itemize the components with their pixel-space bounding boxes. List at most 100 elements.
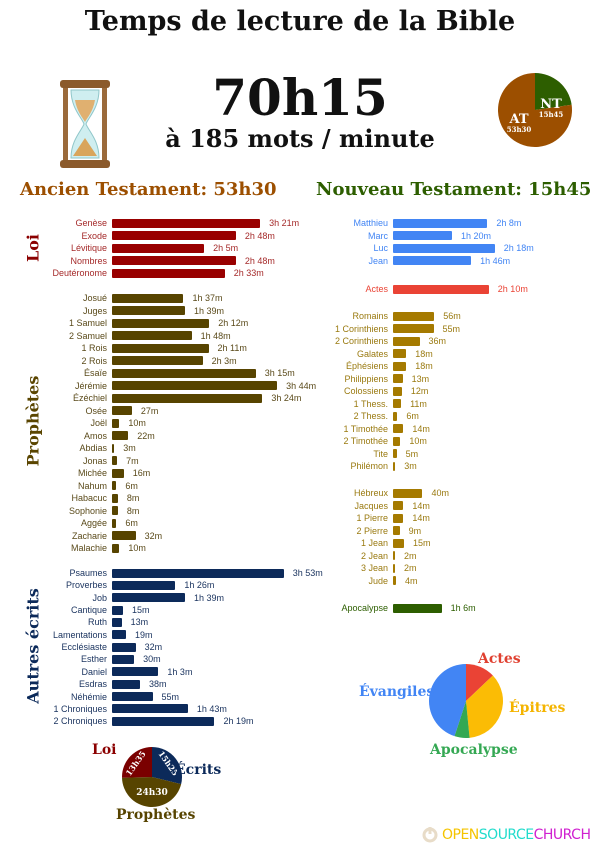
book-label: Deutéronome (52, 268, 107, 278)
bar-row: Nahum 6m (78, 480, 138, 492)
bar-row: Ésaïe 3h 15m (84, 367, 295, 379)
bar (112, 381, 278, 390)
pie-value-prophetes: 24h30 (136, 788, 168, 798)
book-label: Néhémie (70, 691, 107, 702)
bar-row: Genèse 3h 21m (75, 217, 299, 229)
duration-label: 32m (144, 530, 163, 541)
bar (112, 256, 236, 265)
duration-label: 18m (415, 348, 433, 359)
bar (112, 343, 209, 353)
book-label: 1 Thess. (353, 398, 388, 409)
bar-row: Joël 10m (90, 417, 145, 429)
bar (112, 218, 261, 228)
bar-row: Ecclésiaste 32m (61, 641, 162, 653)
pie-value-nt: 15h45 (539, 110, 564, 119)
bar-row: 2 Samuel 1h 48m (69, 330, 231, 342)
bar (393, 526, 400, 536)
duration-label: 3m (404, 461, 417, 471)
bar-row: Éphésiens 18m (346, 360, 433, 372)
duration-label: 10m (128, 418, 146, 428)
pie-label-ecrits: Écrits (175, 762, 222, 778)
group-label-ecrits: Autres écrits (23, 588, 43, 704)
duration-label: 6m (406, 411, 419, 421)
duration-label: 1h 37m (192, 293, 223, 303)
book-label: Jean (368, 255, 388, 266)
bar (112, 531, 136, 540)
hourglass-icon (60, 80, 110, 168)
bar-row: Juges 1h 39m (83, 305, 224, 317)
bar-row: Job 1h 39m (92, 592, 224, 604)
pie-slice-ecrits (152, 747, 182, 785)
book-label: 1 Pierre (356, 513, 388, 524)
book-label: 2 Thess. (353, 411, 388, 421)
bar-row: Deutéronome 2h 33m (52, 267, 263, 279)
duration-label: 1h 39m (193, 592, 224, 603)
book-label: Jude (368, 575, 388, 586)
bar (112, 716, 215, 726)
duration-label: 2h 19m (223, 716, 254, 727)
bar-row: Abdias 3m (79, 442, 135, 454)
duration-label: 3h 15m (264, 368, 295, 378)
duration-label: 38m (149, 679, 167, 690)
bar (112, 406, 132, 415)
bar (112, 568, 284, 578)
book-label: Ésaïe (83, 368, 107, 378)
bar-row: Esdras 38m (79, 678, 167, 690)
duration-label: 27m (140, 405, 159, 416)
pie-slice-evangiles (429, 664, 466, 737)
bar-row: Daniel 1h 3m (81, 666, 192, 678)
bar (112, 630, 126, 640)
bar (393, 538, 405, 548)
bar (112, 580, 176, 590)
book-label: Esdras (78, 679, 107, 690)
duration-label: 15m (132, 605, 150, 616)
duration-label: 6m (125, 518, 138, 528)
bar-row: 2 Timothée 10m (343, 435, 426, 447)
bar-row: Jacques 14m (354, 500, 429, 512)
duration-label: 2h 8m (496, 218, 522, 228)
page-title: Temps de lecture de la Bible (84, 6, 516, 37)
book-label: Zacharie (71, 530, 107, 541)
bar-row: 2 Pierre 9m (356, 525, 421, 537)
bar (393, 576, 396, 586)
book-label: Ruth (87, 617, 107, 628)
book-label: Luc (373, 243, 388, 254)
bar (393, 603, 442, 613)
duration-label: 15m (413, 538, 431, 549)
duration-label: 9m (408, 525, 422, 536)
bar-row: Esther 30m (81, 653, 161, 665)
bar (112, 518, 117, 528)
pie-label-evangiles: Évangiles (359, 684, 435, 700)
bar (393, 311, 435, 321)
bar (393, 386, 402, 396)
book-label: 2 Jean (360, 550, 388, 561)
book-label: Philémon (350, 461, 388, 471)
bar-row: Nombres 2h 48m (70, 255, 274, 267)
duration-label: 40m (431, 488, 449, 498)
duration-label: 1h 48m (200, 330, 231, 341)
bar (112, 506, 118, 515)
bar-row: Romains 56m (352, 310, 460, 322)
bar-row: Psaumes 3h 53m (69, 567, 322, 579)
old-testament-heading: Ancien Testament: 53h30 (20, 179, 277, 200)
bar (112, 243, 205, 253)
bar-row: Josué 1h 37m (83, 292, 223, 304)
bar (393, 461, 396, 471)
book-label: 1 Rois (81, 343, 107, 353)
pie-slice-nt (535, 73, 572, 110)
bar (112, 418, 120, 428)
bar (393, 336, 420, 346)
book-label: Romains (352, 311, 388, 321)
power-icon (422, 827, 438, 843)
book-label: Habacuc (71, 493, 107, 503)
duration-label: 1h 46m (480, 255, 511, 266)
bar-row: 1 Corinthiens 55m (335, 323, 460, 335)
book-label: Proverbes (65, 580, 107, 591)
bar (112, 443, 115, 453)
group-label-prophetes: Prophètes (23, 375, 43, 467)
book-label: Josué (82, 293, 107, 303)
bar (112, 493, 118, 503)
bar-row: Apocalypse 1h 6m (341, 602, 475, 614)
duration-label: 5m (405, 448, 419, 459)
pie-label-epitres: Épitres (509, 700, 566, 716)
